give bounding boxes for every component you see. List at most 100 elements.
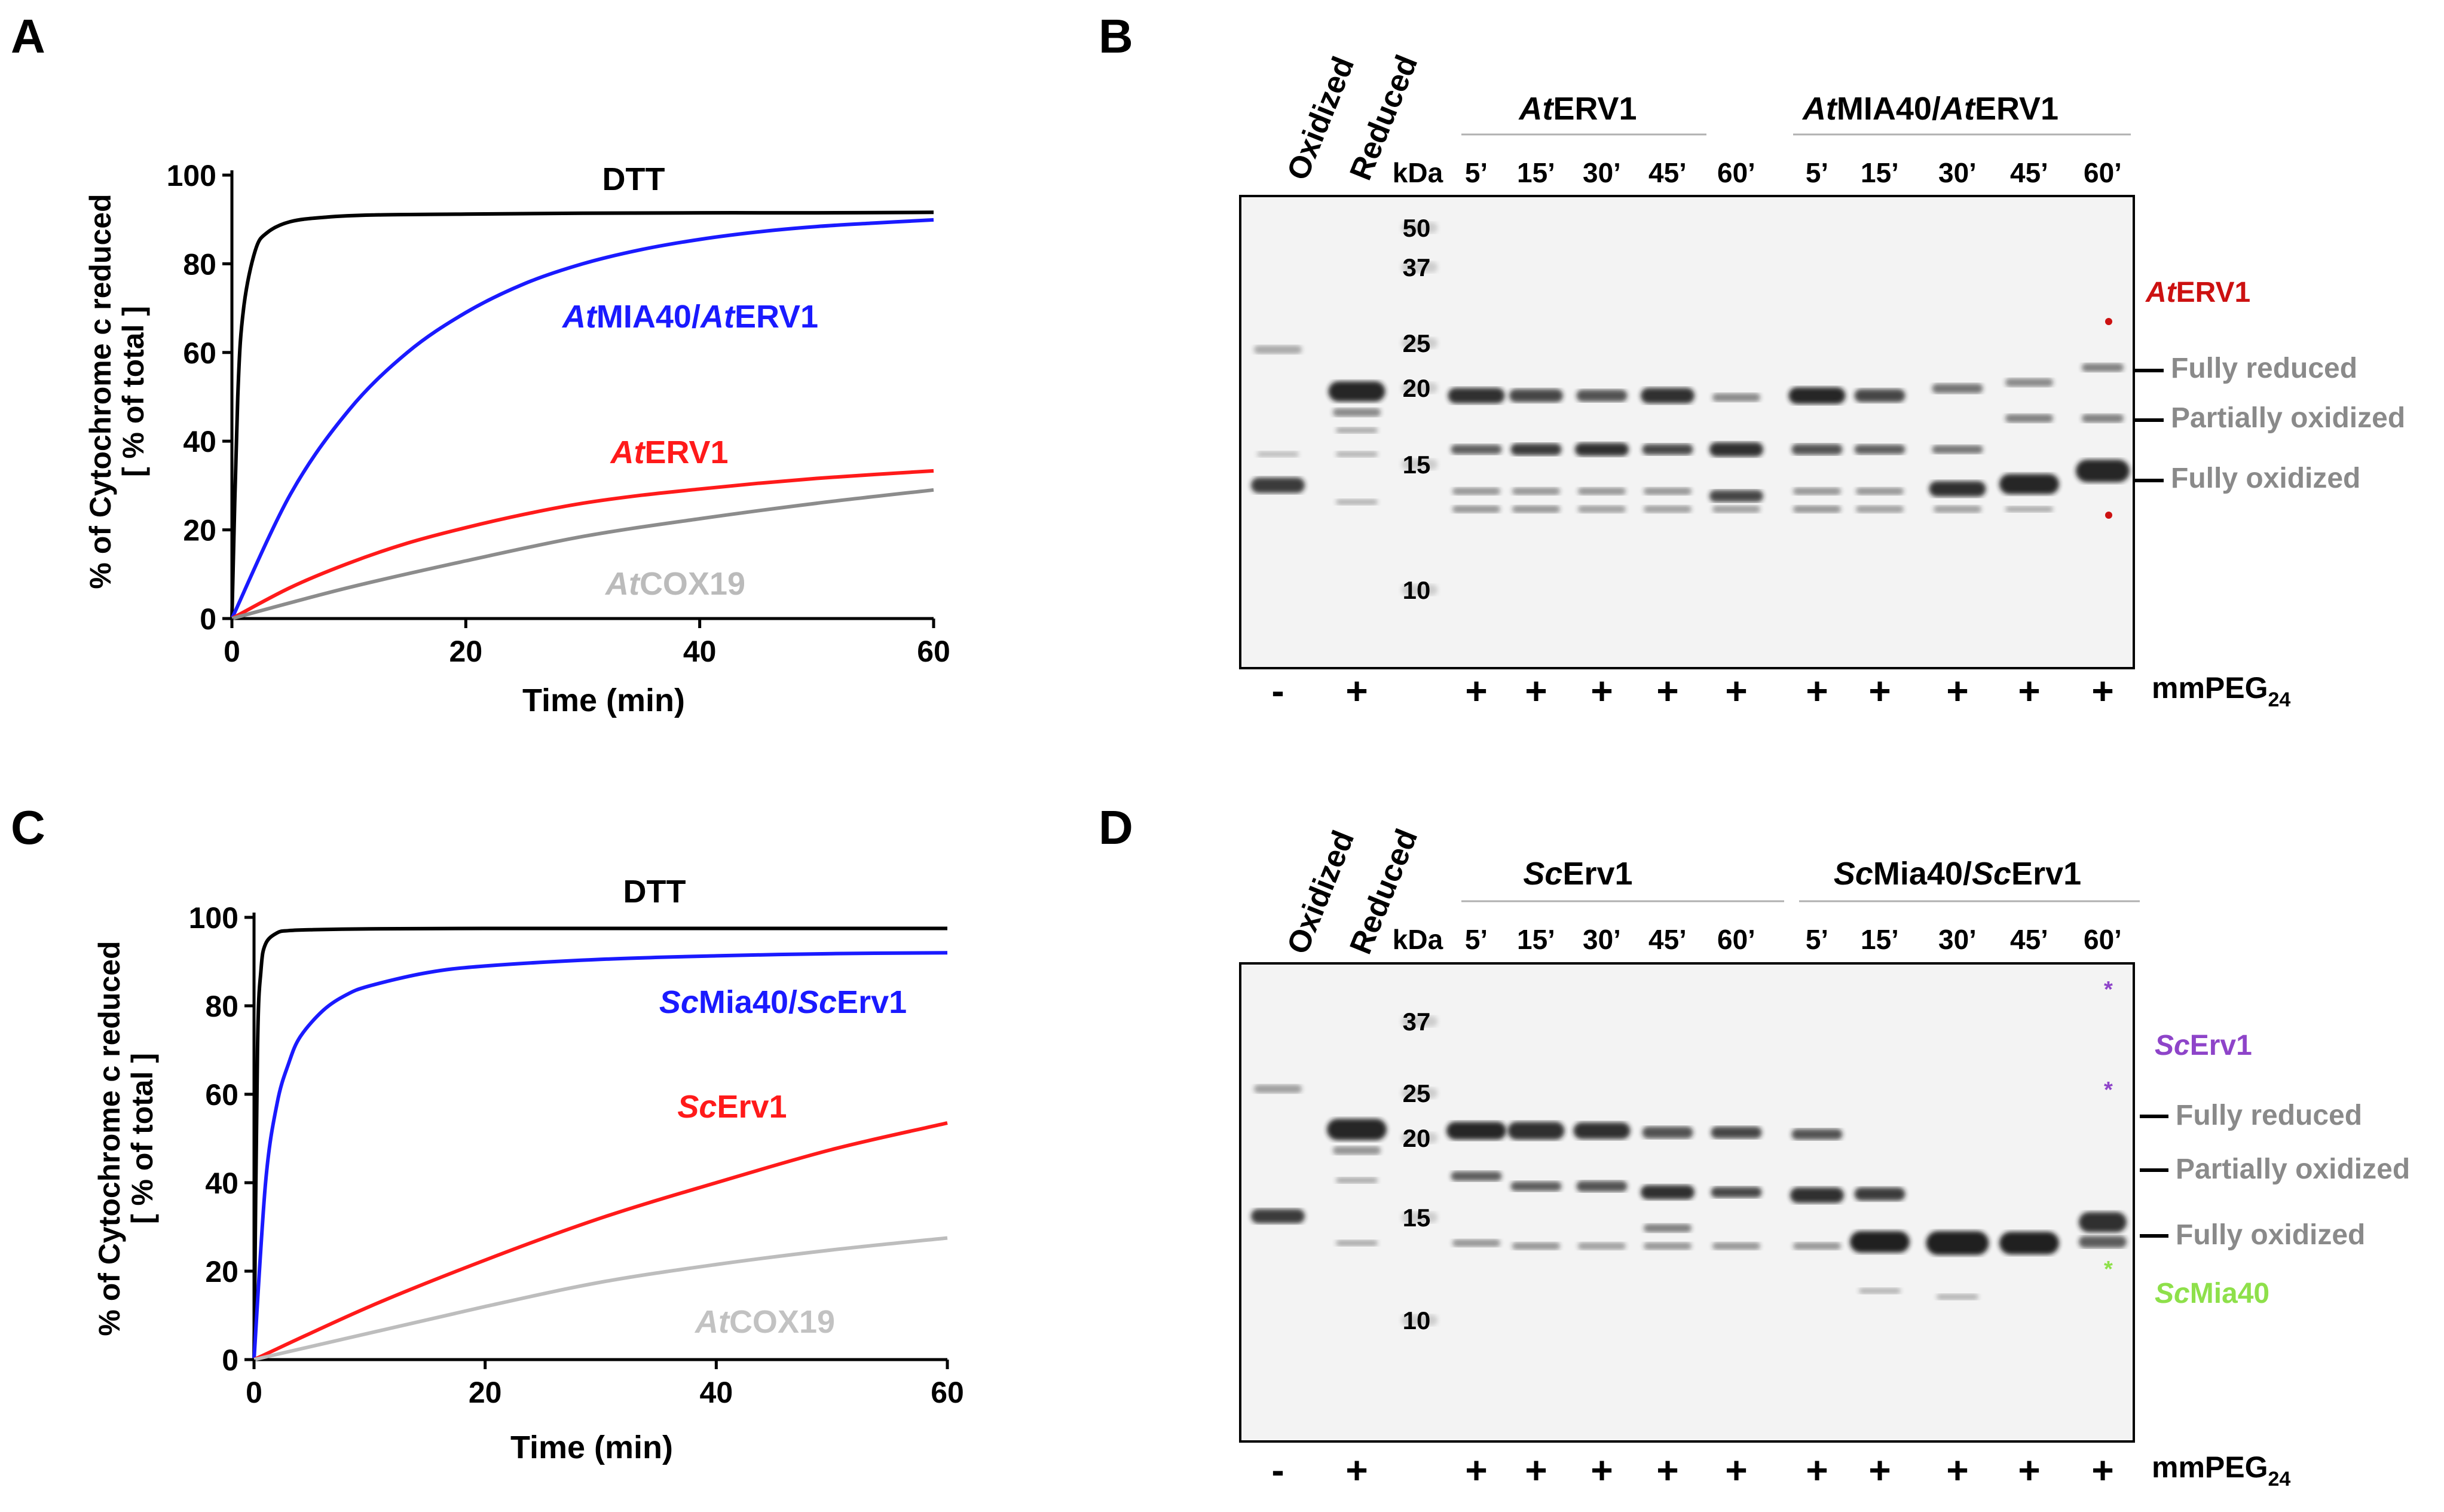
chart-a-series-label-dtt: DTT xyxy=(602,161,665,197)
gel-marker-label: 37 xyxy=(1403,1008,1431,1036)
gel-b-side-label-fully-oxidized: Fully oxidized xyxy=(2171,463,2360,494)
gel-band xyxy=(1336,1240,1378,1246)
chart-c-xlabel: Time (min) xyxy=(510,1430,673,1465)
gel-band xyxy=(2082,363,2124,372)
gel-marker-band xyxy=(1402,338,1437,348)
gel-band xyxy=(1575,443,1629,456)
gel-time-label: 15’ xyxy=(1517,924,1555,955)
gel-d-side-label-fully-oxidized: Fully oxidized xyxy=(2176,1219,2365,1251)
gel-marker-label: 20 xyxy=(1403,374,1431,402)
gel-band xyxy=(1251,478,1305,493)
y-tick-label: 0 xyxy=(222,1343,238,1377)
gel-band xyxy=(1712,506,1760,513)
gel-b-side-label-erv1: AtERV1 xyxy=(2145,277,2250,308)
gel-band xyxy=(1578,1242,1626,1250)
gel-time-label: 5’ xyxy=(1465,157,1488,188)
panel-letter-c: C xyxy=(11,801,45,854)
gel-band xyxy=(1793,488,1841,495)
x-tick-label: 40 xyxy=(700,1376,733,1409)
gel-d-frame xyxy=(1239,962,2135,1443)
gel-peg-sign: + xyxy=(1725,1449,1747,1492)
series-line-atcox19 xyxy=(231,488,934,620)
gel-peg-sign: + xyxy=(1806,669,1828,712)
gel-band xyxy=(1452,1239,1500,1247)
x-tick-label: 60 xyxy=(931,1376,964,1409)
gel-peg-sign: + xyxy=(1806,1449,1828,1492)
gel-band xyxy=(1641,388,1694,403)
gel-band xyxy=(1709,490,1763,502)
chart-a-series-label-mia40-erv1: AtMIA40/AtERV1 xyxy=(561,299,818,335)
gel-peg-sign: + xyxy=(1345,669,1368,712)
gel-band xyxy=(1999,1232,2059,1254)
gel-peg-sign: + xyxy=(1345,1449,1368,1492)
gel-band xyxy=(1336,451,1378,457)
chart-a-xlabel: Time (min) xyxy=(522,682,685,718)
gel-marker-band xyxy=(1402,1016,1437,1027)
gel-band xyxy=(1859,1288,1901,1294)
gel-time-label: 30’ xyxy=(1583,924,1621,955)
gel-time-label: 5’ xyxy=(1806,924,1828,955)
chart-a-series-label-erv1: AtERV1 xyxy=(609,434,728,470)
gel-d-side-label-fully-reduced: Fully reduced xyxy=(2176,1100,2362,1131)
gel-marker-label: 15 xyxy=(1403,451,1431,479)
gel-band xyxy=(1793,1242,1841,1250)
gel-peg-sign: + xyxy=(1946,669,1968,712)
gel-peg-sign: + xyxy=(1465,1449,1487,1492)
series-line-dtt xyxy=(230,210,934,619)
gel-band xyxy=(1932,384,1983,393)
gel-band xyxy=(1452,488,1500,495)
gel-band xyxy=(1929,481,1986,497)
gel-time-label: 45’ xyxy=(2010,924,2048,955)
gel-band xyxy=(1573,1122,1631,1139)
gel-marker-band xyxy=(1402,1133,1437,1143)
gel-time-label: 60’ xyxy=(2084,157,2122,188)
gel-band xyxy=(1644,1224,1691,1232)
y-tick-label: 20 xyxy=(183,514,216,547)
y-tick-label: 0 xyxy=(200,602,216,636)
gel-band xyxy=(1642,1127,1693,1138)
gel-time-label: 15’ xyxy=(1517,157,1555,188)
gel-band xyxy=(1644,1242,1691,1250)
gel-d-kda-label: kDa xyxy=(1393,924,1443,955)
gel-band xyxy=(1712,393,1760,402)
gel-peg-sign: + xyxy=(1946,1449,1968,1492)
gel-marker-label: 37 xyxy=(1403,253,1431,281)
gel-b-peg-label: mmPEG24 xyxy=(2152,671,2290,711)
gel-band xyxy=(1791,1129,1843,1140)
y-tick-label: 100 xyxy=(189,901,238,935)
y-tick-label: 80 xyxy=(205,990,238,1023)
chart-c-ylabel-line1: % of Cytochrome c reduced xyxy=(93,941,126,1336)
y-tick-label: 80 xyxy=(183,247,216,281)
gel-band xyxy=(1642,444,1693,455)
gel-time-label: 15’ xyxy=(1861,924,1899,955)
x-tick-label: 20 xyxy=(469,1376,502,1409)
gel-b-side-label-fully-reduced: Fully reduced xyxy=(2171,353,2357,384)
gel-band xyxy=(1711,1127,1762,1138)
gel-band xyxy=(1254,1085,1302,1093)
panel-letter-b: B xyxy=(1099,10,1133,63)
gel-band xyxy=(1709,442,1763,457)
gel-band xyxy=(1999,474,2059,494)
gel-time-label: 60’ xyxy=(1717,157,1755,188)
gel-d-side-label-partially-oxidized: Partially oxidized xyxy=(2176,1153,2410,1185)
gel-band xyxy=(1336,499,1378,505)
gel-d-group-mia40-erv1: ScMia40/ScErv1 xyxy=(1834,856,2081,892)
gel-band xyxy=(1507,1122,1565,1140)
gel-time-label: 45’ xyxy=(2010,157,2048,188)
gel-peg-sign: + xyxy=(1868,1449,1891,1492)
gel-band xyxy=(2079,1212,2127,1232)
chart-c-series-label-mia40-erv1: ScMia40/ScErv1 xyxy=(659,984,907,1020)
gel-band xyxy=(1251,1209,1305,1223)
gel-marker-label: 20 xyxy=(1403,1124,1431,1152)
gel-marker-label: 15 xyxy=(1403,1204,1431,1232)
gel-band xyxy=(2005,414,2053,423)
y-tick-label: 60 xyxy=(205,1078,238,1112)
x-tick-label: 0 xyxy=(224,635,240,668)
gel-marker-label: 10 xyxy=(1403,576,1431,604)
gel-band xyxy=(1327,1119,1387,1140)
chart-c: % of Cytochrome c reduced [ % of total ]… xyxy=(93,874,964,1465)
gel-time-label: 5’ xyxy=(1465,924,1488,955)
gel-d-peg-label: mmPEG24 xyxy=(2152,1450,2290,1490)
gel-band xyxy=(2079,1236,2127,1248)
gel-d-star-middle: * xyxy=(2104,1078,2113,1103)
